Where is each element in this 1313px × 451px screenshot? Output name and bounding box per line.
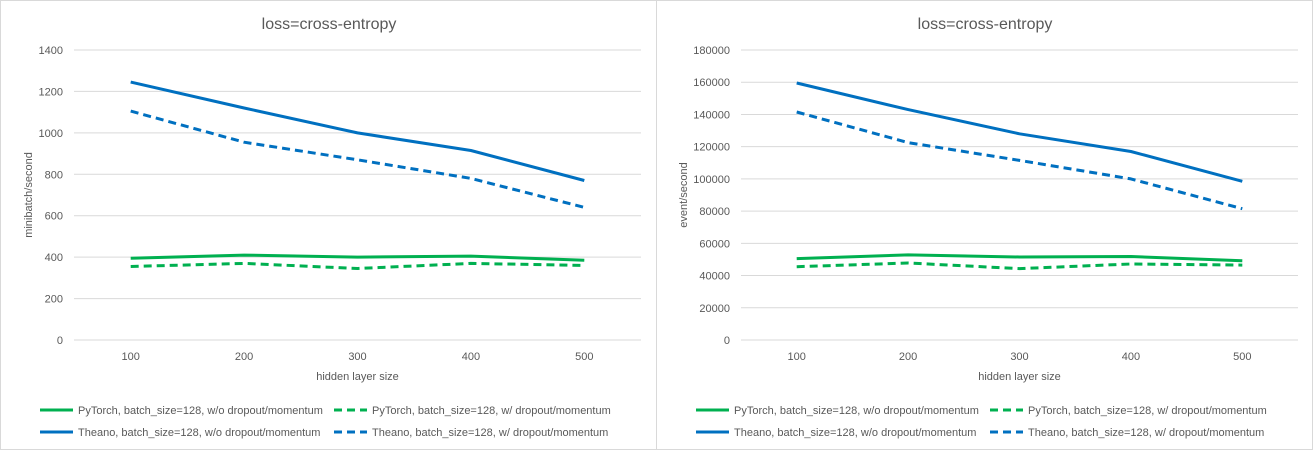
c1-x-tick-label-3: 400 <box>1122 351 1140 363</box>
c1-y-tick-label-0: 0 <box>724 335 730 347</box>
c0-y-tick-label-1: 200 <box>45 294 63 306</box>
c0-y-tick-label-6: 1200 <box>39 86 63 98</box>
c1-y-tick-label-8: 160000 <box>693 77 730 89</box>
c1-y-axis-title: event/second <box>678 162 690 227</box>
c0-series-line-0 <box>130 253 585 262</box>
c1-x-tick-label-4: 500 <box>1233 351 1251 363</box>
c1-y-tick-label-2: 40000 <box>699 271 730 283</box>
c1-y-tick-label-4: 80000 <box>699 206 730 218</box>
c1-y-tick-label-1: 20000 <box>699 303 730 315</box>
chart-event-per-second: loss=cross-entropy 0 20000 40000 60000 80000 1… <box>678 16 1298 439</box>
c1-legend-label-0: PyTorch, batch_size=128, w/o dropout/mom… <box>734 405 979 417</box>
c0-legend-label-0: PyTorch, batch_size=128, w/o dropout/mom… <box>78 405 323 417</box>
c0-x-tick-label-3: 400 <box>462 351 480 363</box>
c1-legend-label-2: Theano, batch_size=128, w/o dropout/mome… <box>734 427 976 439</box>
c0-x-axis-title: hidden layer size <box>316 371 399 383</box>
c1-series-line-3 <box>796 110 1243 211</box>
c0-x-tick-label-0: 100 <box>122 351 140 363</box>
chart-panel-minibatch: loss=cross-entropy 0 200 400 600 800 1000 1200 1… <box>0 0 657 450</box>
c1-series-line-0 <box>796 253 1243 263</box>
c1-y-tick-label-9: 180000 <box>693 45 730 57</box>
c1-x-tick-label-1: 200 <box>899 351 917 363</box>
c1-series-line-2 <box>796 81 1243 183</box>
c1-y-tick-label-7: 140000 <box>693 109 730 121</box>
c1-x-tick-label-2: 300 <box>1010 351 1028 363</box>
c1-y-tick-label-6: 120000 <box>693 142 730 154</box>
c1-legend-label-3: Theano, batch_size=128, w/ dropout/momen… <box>1028 427 1264 439</box>
c0-legend-label-1: PyTorch, batch_size=128, w/ dropout/mome… <box>372 405 611 417</box>
c1-legend-label-1: PyTorch, batch_size=128, w/ dropout/mome… <box>1028 405 1267 417</box>
c0-chart-title: loss=cross-entropy <box>262 16 397 33</box>
c1-chart-title: loss=cross-entropy <box>918 16 1053 33</box>
c0-series-line-2 <box>130 80 585 182</box>
chart-panel-event: loss=cross-entropy 0 20000 40000 60000 80000 1… <box>656 0 1313 450</box>
c0-y-tick-label-7: 1400 <box>39 45 63 57</box>
c0-x-tick-label-4: 500 <box>575 351 593 363</box>
c1-series-line-1 <box>796 261 1243 271</box>
c1-x-tick-label-0: 100 <box>788 351 806 363</box>
c0-y-tick-label-5: 1000 <box>39 128 63 140</box>
c0-y-tick-label-2: 400 <box>45 252 63 264</box>
c0-legend-label-3: Theano, batch_size=128, w/ dropout/momen… <box>372 427 608 439</box>
c0-y-tick-label-3: 600 <box>45 211 63 223</box>
c0-x-tick-label-2: 300 <box>348 351 366 363</box>
c0-y-tick-label-4: 800 <box>45 169 63 181</box>
c0-x-tick-label-1: 200 <box>235 351 253 363</box>
c1-y-tick-label-5: 100000 <box>693 174 730 186</box>
c1-y-tick-label-3: 60000 <box>699 238 730 250</box>
c0-series-line-1 <box>130 261 585 270</box>
chart-minibatch-per-second: loss=cross-entropy 0 200 400 600 800 1000 1200 1… <box>23 16 641 439</box>
c0-y-axis-title: minibatch/second <box>23 152 35 238</box>
c0-legend-label-2: Theano, batch_size=128, w/o dropout/mome… <box>78 427 320 439</box>
c0-series-line-3 <box>130 109 585 209</box>
c0-y-tick-label-0: 0 <box>57 335 63 347</box>
c1-x-axis-title: hidden layer size <box>978 371 1061 383</box>
